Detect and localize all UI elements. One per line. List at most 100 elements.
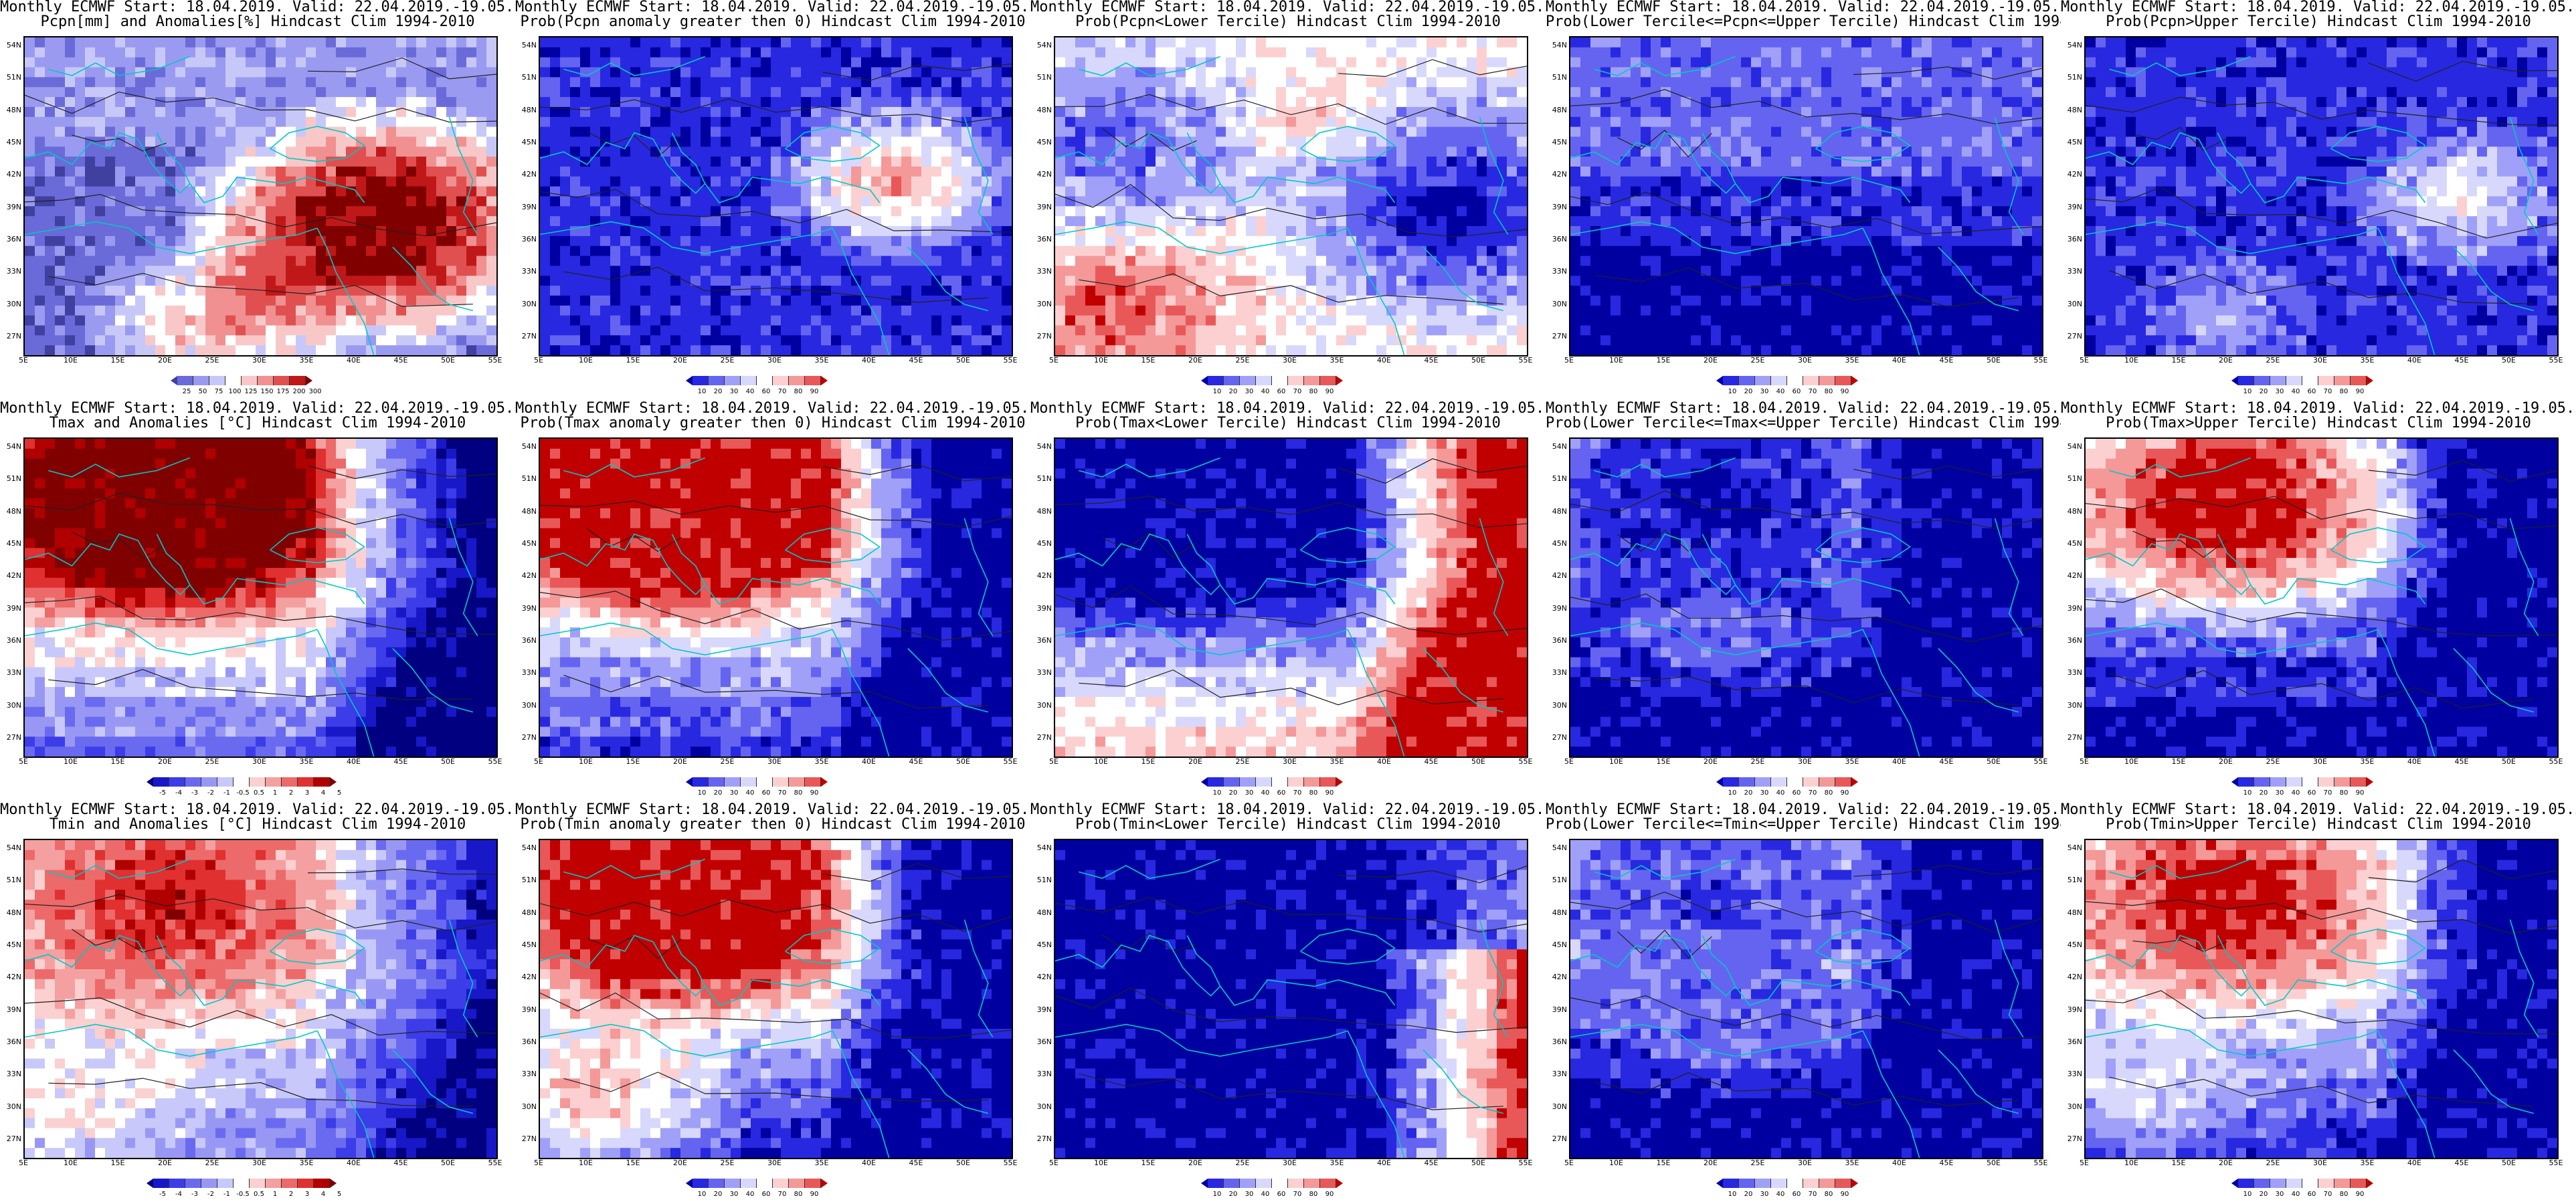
field-cell: [155, 256, 166, 266]
field-cell: [1437, 286, 1447, 296]
field-cell: [711, 295, 721, 306]
field-cell: [105, 286, 116, 296]
field-cell: [821, 295, 832, 306]
field-cell: [1095, 256, 1106, 266]
field-cell: [781, 266, 792, 276]
field-cell: [1002, 235, 1012, 247]
field-cell: [75, 37, 86, 48]
field-cell: [941, 196, 952, 207]
field-cell: [841, 276, 852, 286]
field-cell: [135, 87, 146, 98]
field-cell: [1922, 37, 1932, 48]
field-cell: [286, 256, 296, 266]
field-cell: [982, 106, 992, 118]
field-cell: [721, 136, 731, 147]
field-cell: [911, 67, 922, 78]
field-cell: [921, 136, 932, 147]
field-cell: [1105, 97, 1116, 108]
latitude-label: 45N: [1, 138, 21, 146]
field-cell: [801, 325, 812, 336]
field-cell: [1276, 47, 1287, 58]
field-cell: [841, 325, 852, 336]
coastline: [1300, 126, 1396, 163]
field-cell: [246, 325, 256, 336]
field-cell: [1497, 186, 1507, 197]
field-cell: [961, 286, 972, 296]
field-cell: [881, 276, 892, 286]
field-cell: [1226, 315, 1236, 326]
field-cell: [286, 216, 296, 227]
field-cell: [135, 97, 146, 108]
field-cell: [155, 157, 166, 167]
field-cell: [145, 335, 156, 346]
field-cell: [35, 57, 45, 68]
field-cell: [1286, 245, 1297, 257]
field-cell: [486, 106, 496, 118]
field-cell: [1276, 305, 1287, 316]
field-cell: [701, 245, 711, 257]
field-cell: [286, 186, 296, 197]
field-cell: [466, 325, 477, 336]
field-cell: [972, 116, 982, 128]
field-cell: [1156, 325, 1166, 336]
field-cell: [1741, 67, 1752, 78]
field-cell: [841, 256, 852, 266]
field-cell: [346, 87, 357, 98]
field-cell: [215, 167, 226, 177]
field-cell: [670, 226, 681, 237]
field-cell: [386, 256, 397, 266]
field-cell: [246, 106, 256, 118]
field-cell: [1236, 47, 1247, 58]
field-cell: [65, 286, 76, 296]
field-cell: [1065, 67, 1076, 78]
field-cell: [155, 315, 166, 326]
field-cell: [1386, 245, 1397, 257]
field-cell: [1095, 235, 1106, 247]
field-cell: [35, 305, 45, 316]
field-cell: [791, 37, 802, 48]
field-cell: [175, 196, 186, 207]
field-cell: [175, 57, 186, 68]
field-cell: [811, 126, 822, 137]
field-cell: [266, 216, 276, 227]
field-cell: [1166, 157, 1176, 167]
field-cell: [660, 325, 671, 336]
field-cell: [600, 47, 611, 58]
field-cell: [841, 57, 852, 68]
field-cell: [356, 106, 367, 118]
field-cell: [336, 37, 347, 48]
field-cell: [135, 47, 146, 58]
colorbar-tick-label: 60: [756, 388, 776, 395]
field-cell: [540, 126, 551, 137]
field-cell: [1135, 245, 1146, 257]
field-cell: [1125, 57, 1136, 68]
field-cell: [476, 305, 487, 316]
field-cell: [456, 226, 467, 237]
field-cell: [236, 126, 246, 137]
field-cell: [891, 206, 902, 217]
field-cell: [45, 266, 56, 276]
field-cell: [650, 146, 661, 157]
field-cell: [1115, 167, 1126, 177]
field-cell: [1691, 97, 1701, 108]
field-cell: [276, 325, 286, 336]
field-cell: [366, 335, 377, 346]
field-cell: [1457, 266, 1467, 276]
field-cell: [821, 325, 832, 336]
field-cell: [466, 136, 477, 147]
field-cell: [851, 136, 862, 147]
field-cell: [1517, 186, 1527, 197]
field-cell: [1881, 77, 1892, 88]
field-cell: [941, 186, 952, 197]
field-cell: [205, 256, 216, 266]
field-cell: [45, 106, 56, 118]
field-cell: [1741, 37, 1752, 48]
field-cell: [1135, 206, 1146, 217]
field-cell: [580, 196, 591, 207]
field-cell: [881, 57, 892, 68]
field-cell: [992, 216, 1002, 227]
field-cell: [185, 126, 196, 137]
field-cell: [911, 57, 922, 68]
field-cell: [941, 77, 952, 88]
forecast-panel: Monthly ECMWF Start: 18.04.2019. Valid: …: [0, 0, 515, 401]
